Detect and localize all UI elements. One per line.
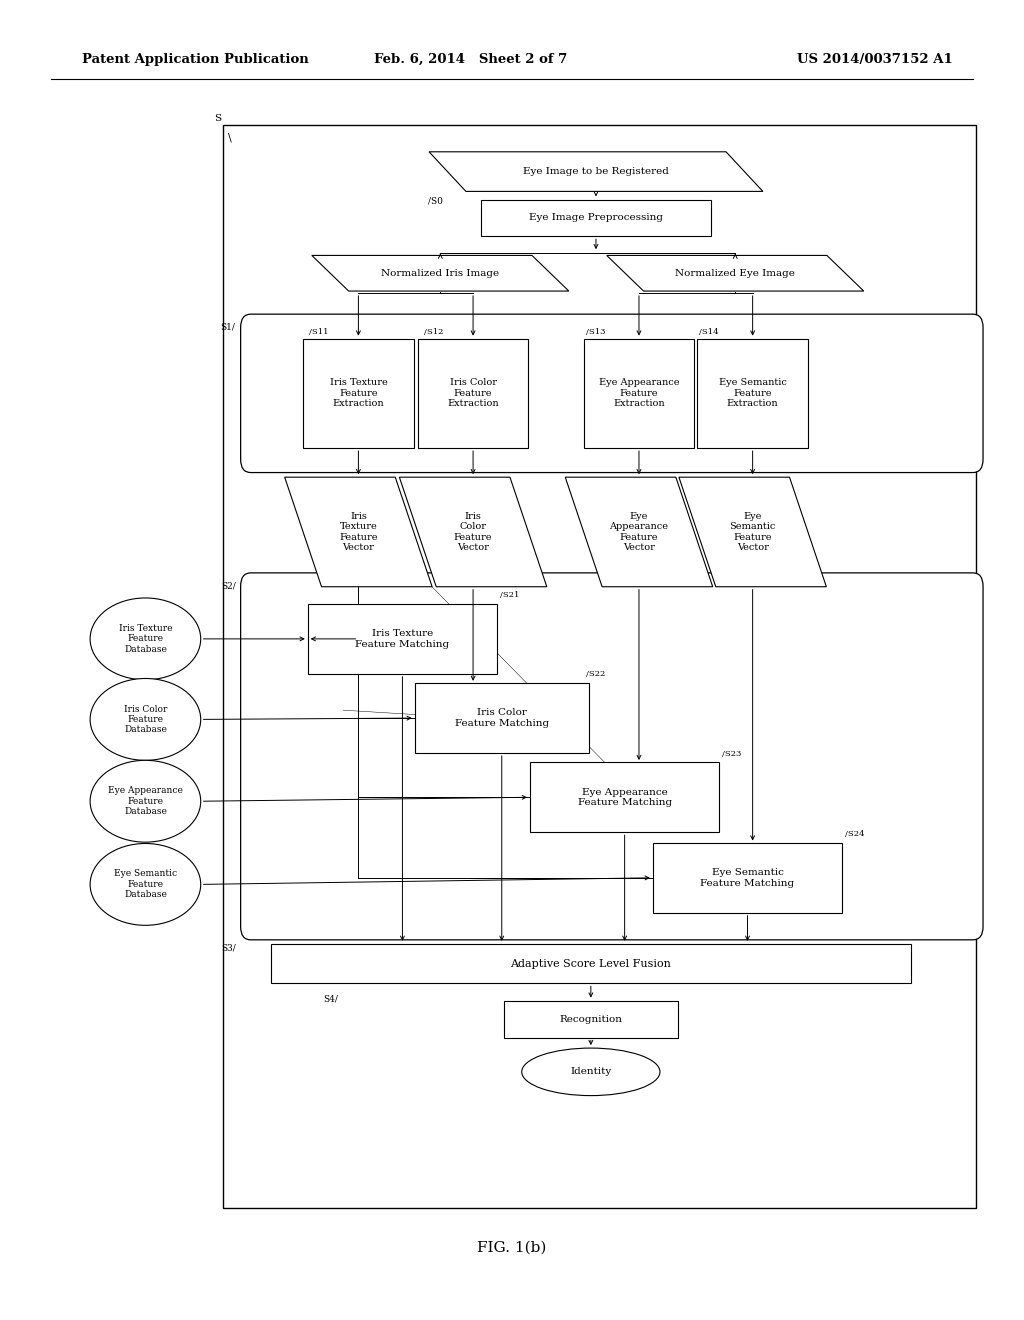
Text: Normalized Eye Image: Normalized Eye Image [675,269,796,277]
Text: Eye Appearance
Feature
Database: Eye Appearance Feature Database [108,787,183,816]
Polygon shape [311,256,569,290]
Polygon shape [606,256,864,290]
Bar [504,1001,678,1038]
Text: Feb. 6, 2014   Sheet 2 of 7: Feb. 6, 2014 Sheet 2 of 7 [375,53,567,66]
Text: Iris Texture
Feature
Extraction: Iris Texture Feature Extraction [330,379,387,408]
Bar [584,339,694,449]
Polygon shape [565,478,713,586]
Text: Iris Color
Feature Matching: Iris Color Feature Matching [455,709,549,727]
Text: Identity: Identity [570,1068,611,1076]
Text: Iris
Color
Feature
Vector: Iris Color Feature Vector [454,512,493,552]
Text: US 2014/0037152 A1: US 2014/0037152 A1 [797,53,952,66]
Bar [418,339,528,449]
Text: Normalized Iris Image: Normalized Iris Image [381,269,500,277]
Bar [303,339,414,449]
Text: FIG. 1(b): FIG. 1(b) [477,1241,547,1254]
Ellipse shape [90,598,201,680]
Bar [653,843,842,913]
Bar [530,762,719,833]
Text: Iris Texture
Feature
Database: Iris Texture Feature Database [119,624,172,653]
Text: /S22: /S22 [586,671,605,678]
Text: /S23: /S23 [722,750,741,758]
Bar [481,199,711,235]
Bar [697,339,808,449]
Text: Eye Image Preprocessing: Eye Image Preprocessing [529,214,663,222]
Polygon shape [285,478,432,586]
Ellipse shape [90,678,201,760]
Text: \: \ [228,132,232,143]
Text: Adaptive Score Level Fusion: Adaptive Score Level Fusion [510,958,672,969]
FancyBboxPatch shape [241,314,983,473]
Text: Iris Color
Feature
Database: Iris Color Feature Database [124,705,167,734]
Text: Eye Semantic
Feature
Database: Eye Semantic Feature Database [114,870,177,899]
Bar [270,944,911,983]
Text: Eye Image to be Registered: Eye Image to be Registered [523,168,669,176]
Bar [415,684,589,752]
Text: Eye Appearance
Feature Matching: Eye Appearance Feature Matching [578,788,672,807]
Text: /S24: /S24 [845,830,864,838]
Text: Iris Texture
Feature Matching: Iris Texture Feature Matching [355,630,450,648]
Text: S4/: S4/ [323,995,338,1003]
Ellipse shape [90,760,201,842]
Bar [307,605,498,673]
Text: /S13: /S13 [586,327,605,337]
Text: Patent Application Publication: Patent Application Publication [82,53,308,66]
Text: Eye Semantic
Feature Matching: Eye Semantic Feature Matching [700,869,795,887]
Text: Iris Color
Feature
Extraction: Iris Color Feature Extraction [447,379,499,408]
Text: /S14: /S14 [699,327,719,337]
Text: S1/: S1/ [220,323,236,331]
Text: S2/: S2/ [221,582,236,590]
Text: Eye
Semantic
Feature
Vector: Eye Semantic Feature Vector [729,512,776,552]
Polygon shape [429,152,763,191]
Ellipse shape [521,1048,659,1096]
Text: S: S [215,114,221,123]
Bar [223,125,976,1208]
Text: Recognition: Recognition [559,1015,623,1023]
Polygon shape [399,478,547,586]
Ellipse shape [90,843,201,925]
FancyBboxPatch shape [241,573,983,940]
Text: Iris
Texture
Feature
Vector: Iris Texture Feature Vector [339,512,378,552]
Text: S3/: S3/ [221,944,236,952]
Text: Eye
Appearance
Feature
Vector: Eye Appearance Feature Vector [609,512,669,552]
Text: /S0: /S0 [428,197,443,205]
Text: /S21: /S21 [500,591,519,599]
Text: Eye Appearance
Feature
Extraction: Eye Appearance Feature Extraction [599,379,679,408]
Text: Eye Semantic
Feature
Extraction: Eye Semantic Feature Extraction [719,379,786,408]
Text: /S12: /S12 [424,327,443,337]
Text: /S11: /S11 [309,327,329,337]
Polygon shape [679,478,826,586]
